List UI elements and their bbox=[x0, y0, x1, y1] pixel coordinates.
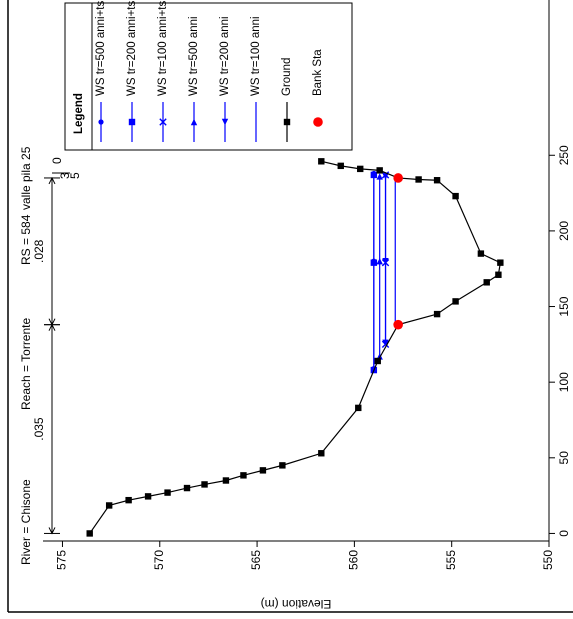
marker bbox=[183, 484, 191, 492]
y-tick-label: 575 bbox=[55, 550, 69, 570]
legend: Legend WS tr=500 anni+ts WS tr=200 anni+ts… bbox=[64, 1, 353, 151]
legend-label: WS tr=500 anni bbox=[188, 16, 200, 96]
n-label: .035 bbox=[32, 417, 46, 441]
marker bbox=[279, 462, 286, 469]
marker bbox=[376, 167, 383, 174]
legend-label: WS tr=200 anni bbox=[219, 16, 231, 96]
x-tick-label: 50 bbox=[557, 451, 571, 465]
marker bbox=[105, 502, 113, 509]
title-part: RS = 584 bbox=[19, 214, 33, 265]
marker bbox=[318, 158, 325, 165]
legend-title: Legend bbox=[73, 93, 85, 134]
x-tick-label: 250 bbox=[557, 145, 571, 165]
legend-label: WS tr=500 anni+ts bbox=[95, 1, 107, 96]
marker bbox=[382, 257, 389, 265]
marker bbox=[374, 357, 381, 365]
legend-label: WS tr=100 anni bbox=[250, 16, 262, 96]
marker bbox=[221, 118, 229, 126]
marker bbox=[318, 450, 325, 457]
marker bbox=[433, 177, 441, 184]
marker bbox=[393, 319, 403, 330]
marker bbox=[452, 192, 459, 200]
y-axis-label: Elevation (m) bbox=[261, 597, 332, 611]
marker bbox=[164, 489, 171, 496]
x-tick-label: 200 bbox=[557, 221, 571, 241]
title-part: valle pila 25 bbox=[19, 146, 33, 210]
title-part: Reach = Torrente bbox=[19, 318, 33, 410]
marker bbox=[283, 118, 291, 126]
marker bbox=[370, 171, 378, 179]
marker bbox=[98, 119, 104, 125]
x-tick-label: 150 bbox=[557, 296, 571, 316]
n-arrow bbox=[48, 176, 56, 326]
scale-label: 0 bbox=[50, 157, 64, 164]
marker bbox=[128, 118, 136, 126]
scale-label: 3 bbox=[58, 172, 72, 179]
marker bbox=[393, 173, 403, 183]
y-tick-label: 565 bbox=[249, 550, 263, 570]
marker bbox=[370, 259, 378, 266]
marker bbox=[201, 481, 208, 488]
series-line bbox=[89, 160, 502, 534]
marker bbox=[483, 279, 490, 286]
marker bbox=[452, 298, 459, 305]
y-tick-label: 550 bbox=[541, 550, 555, 570]
rotated-chart: 050100150200250550555560565570575Elevati… bbox=[7, 0, 573, 613]
marker bbox=[125, 496, 132, 504]
marker bbox=[415, 176, 422, 183]
marker bbox=[222, 477, 230, 484]
y-tick-label: 560 bbox=[347, 550, 361, 570]
marker bbox=[477, 250, 485, 257]
marker bbox=[313, 117, 323, 127]
y-tick-label: 555 bbox=[444, 550, 458, 570]
legend-label: WS tr=100 anni+ts bbox=[157, 1, 169, 96]
marker bbox=[86, 530, 93, 537]
legend-box bbox=[64, 2, 353, 151]
legend-label: WS tr=200 anni+ts bbox=[126, 1, 138, 96]
x-tick-label: 0 bbox=[557, 530, 571, 537]
marker bbox=[382, 339, 389, 347]
y-tick-label: 570 bbox=[152, 550, 166, 570]
legend-label: Ground bbox=[281, 58, 293, 96]
title-part: River = Chisone bbox=[19, 479, 33, 565]
marker bbox=[259, 467, 267, 474]
marker bbox=[355, 404, 362, 412]
marker bbox=[144, 493, 152, 500]
legend-label: Bank Sta bbox=[312, 49, 324, 96]
marker bbox=[497, 259, 504, 266]
marker bbox=[433, 310, 441, 318]
marker bbox=[337, 162, 344, 170]
marker bbox=[357, 165, 364, 173]
marker bbox=[376, 257, 383, 265]
marker bbox=[159, 118, 167, 126]
marker bbox=[495, 271, 502, 278]
n-label: .028 bbox=[32, 239, 46, 263]
scale-label: 5 bbox=[68, 172, 82, 179]
x-tick-label: 100 bbox=[557, 372, 571, 392]
marker bbox=[190, 118, 198, 126]
marker bbox=[376, 173, 383, 180]
marker bbox=[382, 173, 389, 180]
marker bbox=[240, 472, 247, 479]
